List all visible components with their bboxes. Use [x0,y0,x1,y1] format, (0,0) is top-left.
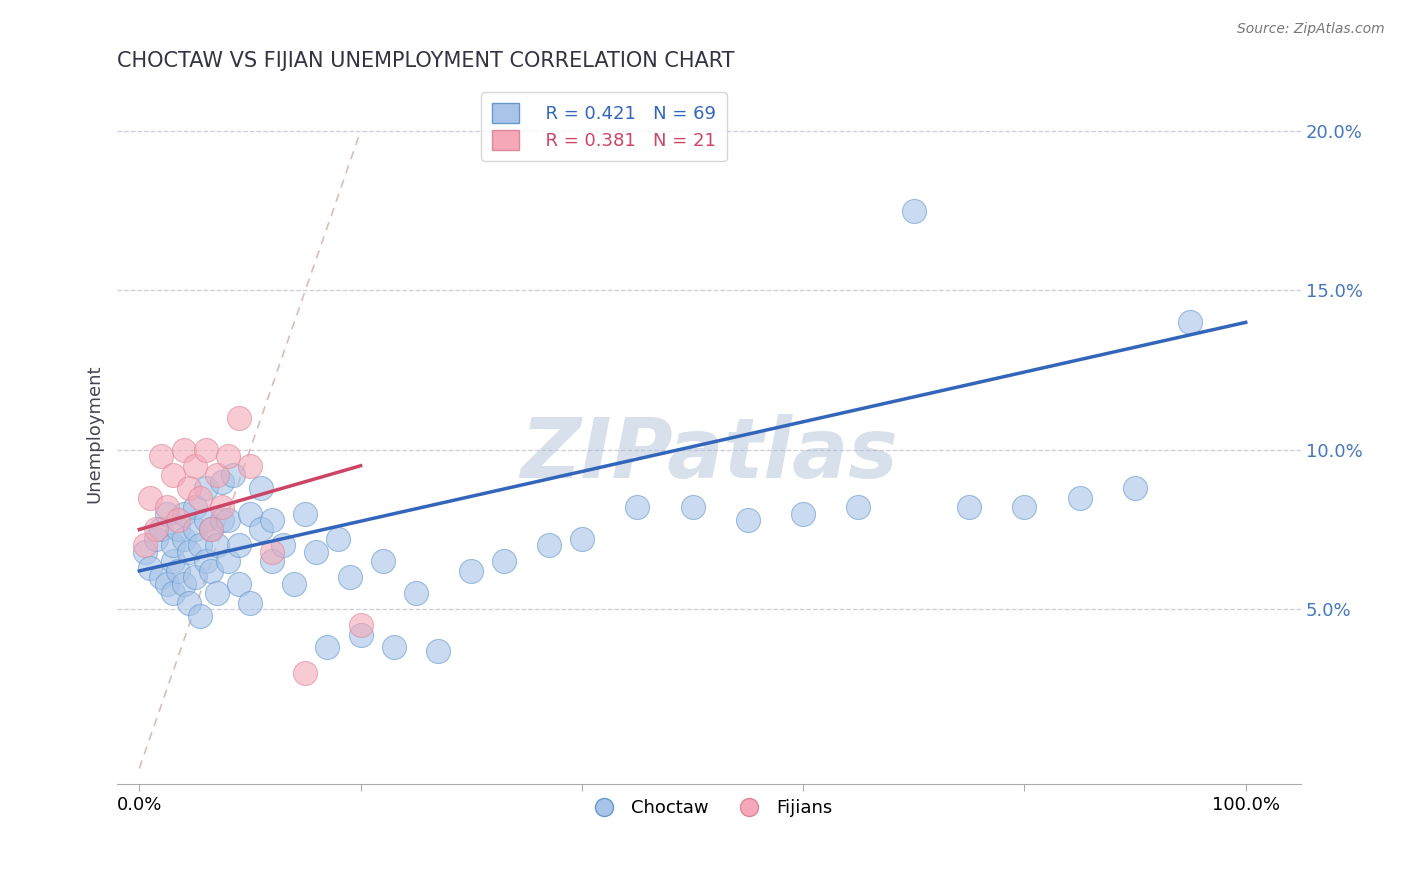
Point [339,570,361,584]
Point [1180,315,1202,329]
Text: Source: ZipAtlas.com: Source: ZipAtlas.com [1237,22,1385,37]
Point [156,576,179,591]
Point [228,538,250,552]
Point [177,545,200,559]
Point [250,481,273,495]
Point [222,468,245,483]
Point [371,554,394,568]
Point [150,570,173,584]
Point [228,411,250,425]
Point [162,586,184,600]
Point [239,458,262,473]
Point [382,640,405,655]
Point [183,523,205,537]
Point [349,627,371,641]
Point [205,468,228,483]
Point [167,564,190,578]
Legend: Choctaw, Fijians: Choctaw, Fijians [579,792,839,824]
Point [156,507,179,521]
Point [156,500,179,515]
Point [737,513,759,527]
Point [494,554,516,568]
Point [145,523,167,537]
Point [200,523,222,537]
Point [1123,481,1146,495]
Point [200,564,222,578]
Point [194,513,217,527]
Point [239,596,262,610]
Point [173,442,195,457]
Point [211,500,233,515]
Point [205,586,228,600]
Point [150,449,173,463]
Point [211,513,233,527]
Point [626,500,648,515]
Point [217,449,239,463]
Point [571,532,593,546]
Point [294,507,316,521]
Point [162,468,184,483]
Point [271,538,294,552]
Point [139,560,162,574]
Point [903,203,925,218]
Point [1069,491,1091,505]
Point [1014,500,1036,515]
Point [262,513,284,527]
Point [848,500,870,515]
Point [427,643,450,657]
Point [217,513,239,527]
Point [162,538,184,552]
Point [250,523,273,537]
Point [145,532,167,546]
Point [194,481,217,495]
Point [173,576,195,591]
Point [200,523,222,537]
Point [177,481,200,495]
Point [173,507,195,521]
Point [177,596,200,610]
Point [194,554,217,568]
Point [460,564,482,578]
Text: CHOCTAW VS FIJIAN UNEMPLOYMENT CORRELATION CHART: CHOCTAW VS FIJIAN UNEMPLOYMENT CORRELATI… [117,51,735,70]
Point [183,458,205,473]
Point [239,507,262,521]
Point [957,500,980,515]
Point [167,523,190,537]
Point [228,576,250,591]
Point [194,442,217,457]
Point [537,538,560,552]
Point [262,554,284,568]
Point [349,618,371,632]
Point [682,500,704,515]
Point [162,554,184,568]
Point [173,532,195,546]
Point [328,532,350,546]
Point [205,538,228,552]
Point [316,640,339,655]
Point [183,570,205,584]
Point [294,665,316,680]
Point [188,608,211,623]
Point [217,554,239,568]
Text: ZIPatlas: ZIPatlas [520,415,898,495]
Point [405,586,427,600]
Point [134,538,156,552]
Point [792,507,814,521]
Point [188,538,211,552]
Point [167,513,190,527]
Point [188,491,211,505]
Point [283,576,305,591]
Point [134,545,156,559]
Point [150,523,173,537]
Point [262,545,284,559]
Point [183,500,205,515]
Point [139,491,162,505]
Point [305,545,328,559]
Point [211,475,233,489]
